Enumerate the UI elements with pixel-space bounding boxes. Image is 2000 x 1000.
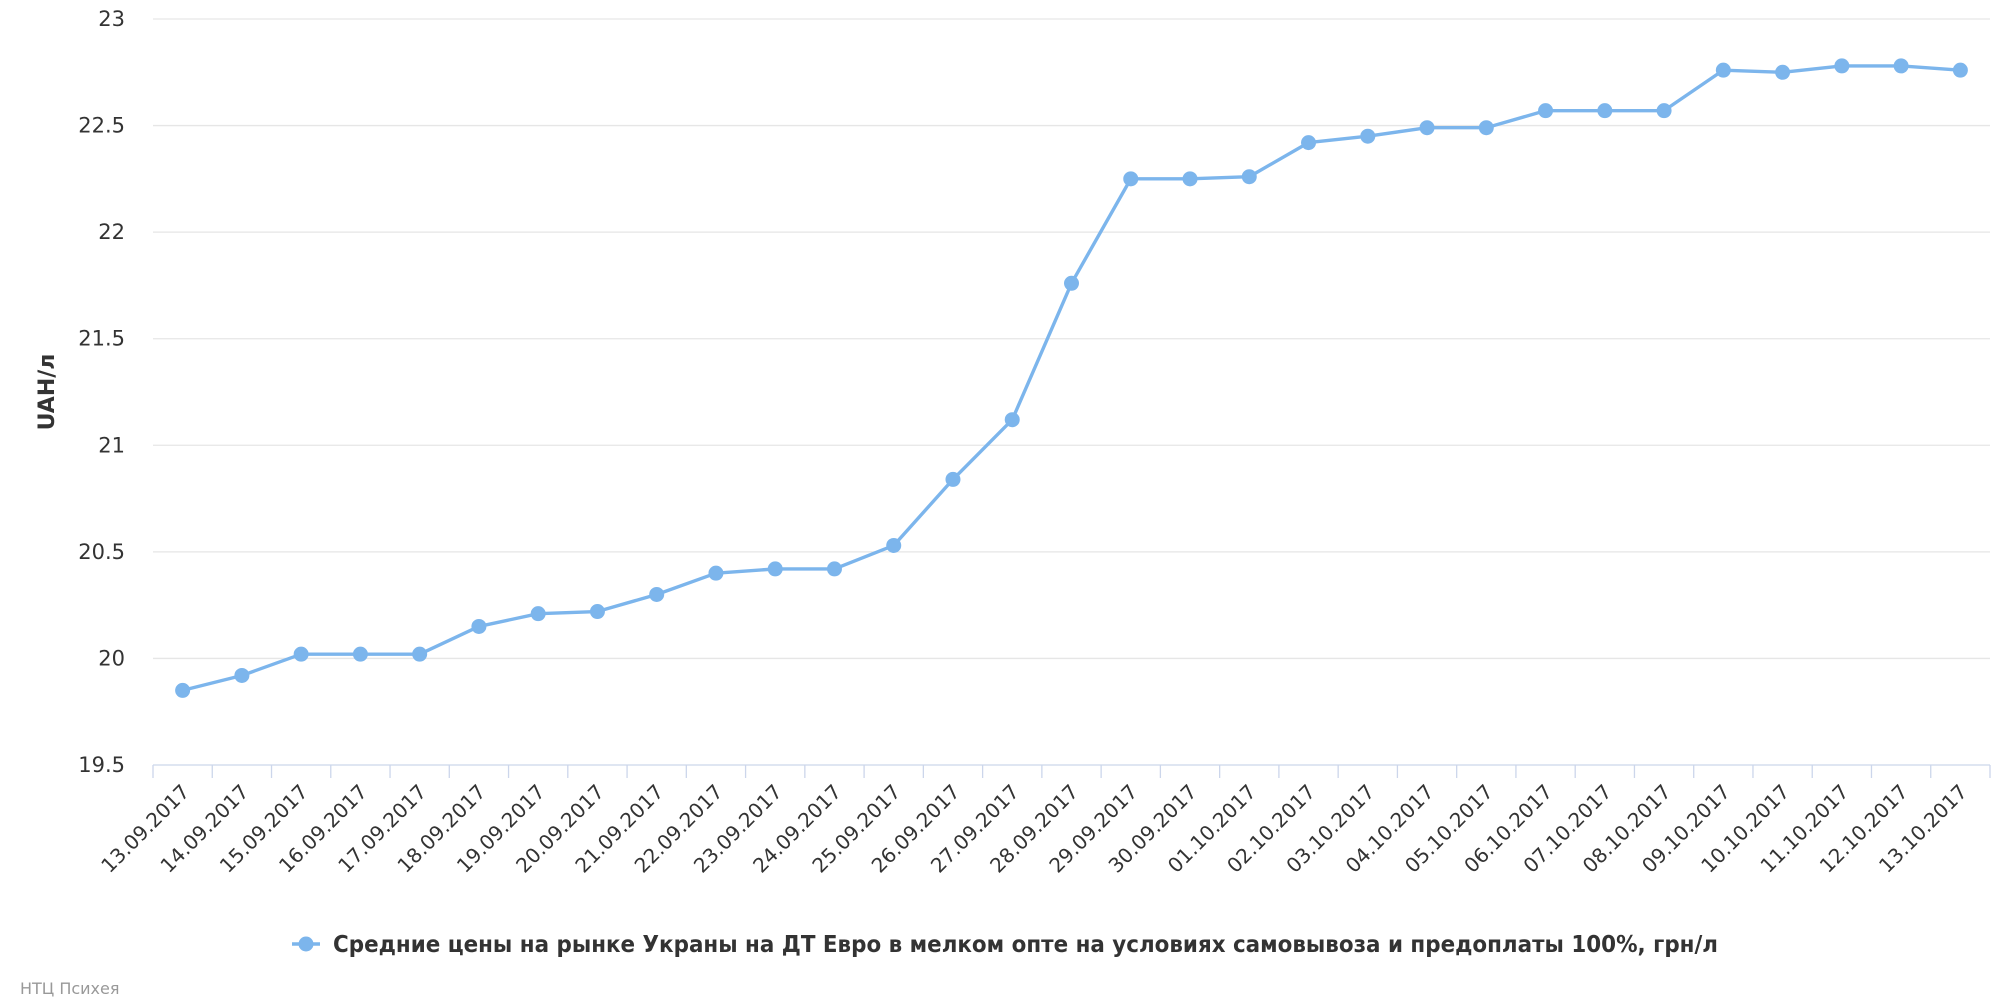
y-tick-label: 20.5 (78, 540, 125, 564)
data-point[interactable] (1538, 103, 1554, 119)
legend-marker-icon (298, 936, 314, 952)
data-point[interactable] (293, 646, 309, 662)
data-point[interactable] (1478, 120, 1494, 136)
data-point[interactable] (1893, 58, 1909, 74)
y-tick-label: 20 (98, 646, 125, 670)
data-point[interactable] (708, 565, 724, 581)
data-point[interactable] (589, 604, 605, 620)
data-points (175, 58, 1968, 698)
legend-label[interactable]: Средние цены на рынке Украны на ДТ Евро … (333, 932, 1718, 958)
y-tick-label: 22 (98, 220, 125, 244)
data-point[interactable] (1597, 103, 1613, 119)
data-point[interactable] (886, 537, 902, 553)
data-point[interactable] (1656, 103, 1672, 119)
series-group (175, 58, 1968, 698)
x-tick-marks (152, 765, 1991, 778)
data-point[interactable] (234, 667, 250, 683)
data-point[interactable] (945, 471, 961, 487)
series-line[interactable] (180, 64, 1963, 693)
data-point[interactable] (1301, 135, 1317, 151)
legend[interactable]: Средние цены на рынке Украны на ДТ Евро … (292, 932, 1718, 958)
data-point[interactable] (175, 682, 191, 698)
data-point[interactable] (1182, 171, 1198, 187)
y-tick-label: 21.5 (78, 327, 125, 351)
data-point[interactable] (471, 618, 487, 634)
data-point[interactable] (1123, 171, 1139, 187)
y-tick-label: 21 (98, 433, 125, 457)
y-axis-title: UAH/л (35, 354, 60, 431)
data-point[interactable] (530, 606, 546, 622)
data-point[interactable] (352, 646, 368, 662)
credit-label[interactable]: НТЦ Психея (20, 979, 119, 998)
y-tick-label: 22.5 (78, 114, 125, 138)
data-point[interactable] (1775, 64, 1791, 80)
data-point[interactable] (767, 561, 783, 577)
y-tick-labels: 19.5 20 20.5 21 21.5 22 22.5 23 (78, 7, 125, 777)
data-point[interactable] (1241, 169, 1257, 185)
y-tick-label: 19.5 (78, 753, 125, 777)
data-point[interactable] (412, 646, 428, 662)
y-grid-lines (153, 18, 1990, 660)
data-point[interactable] (1419, 120, 1435, 136)
data-point[interactable] (1952, 62, 1968, 78)
data-point[interactable] (826, 561, 842, 577)
data-point[interactable] (1715, 62, 1731, 78)
y-tick-label: 23 (98, 7, 125, 31)
data-point[interactable] (1064, 275, 1079, 291)
data-point[interactable] (649, 586, 665, 602)
x-tick-labels: 13.09.201714.09.201715.09.201716.09.2017… (96, 780, 1972, 878)
data-point[interactable] (1004, 412, 1020, 428)
data-point[interactable] (1360, 128, 1376, 144)
data-point[interactable] (1834, 58, 1850, 74)
